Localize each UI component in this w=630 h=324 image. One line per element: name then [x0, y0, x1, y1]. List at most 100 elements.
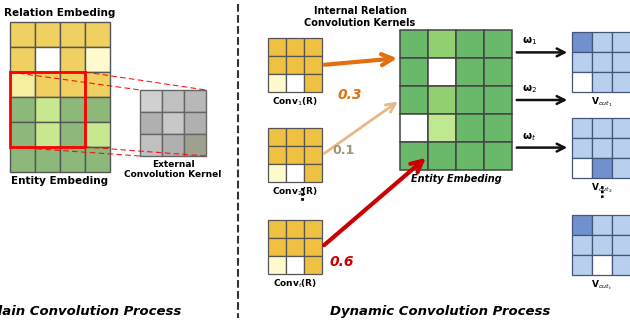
Bar [268, 146, 286, 164]
Bar [484, 114, 512, 142]
Bar [592, 32, 612, 52]
Text: V$_{out_2}$: V$_{out_2}$ [591, 181, 613, 194]
Bar [286, 38, 304, 56]
Bar [268, 74, 286, 92]
Bar [612, 215, 630, 235]
Bar [304, 164, 322, 182]
Bar [10, 122, 35, 147]
Bar [10, 97, 35, 122]
Bar [484, 142, 512, 170]
Bar [60, 72, 85, 97]
Bar [140, 112, 162, 134]
Bar [268, 256, 286, 274]
Bar [612, 138, 630, 158]
Bar [592, 52, 612, 72]
Text: Conv$_2$(R): Conv$_2$(R) [272, 185, 318, 198]
Bar [612, 118, 630, 138]
Bar [10, 47, 35, 72]
Text: Dynamic Convolution Process: Dynamic Convolution Process [330, 305, 550, 318]
Bar [592, 215, 612, 235]
Bar [85, 122, 110, 147]
Bar [428, 142, 456, 170]
Text: V$_{out_1}$: V$_{out_1}$ [591, 95, 613, 109]
Bar [612, 52, 630, 72]
Bar [60, 147, 85, 172]
Bar [304, 220, 322, 238]
Text: Conv$_t$(R): Conv$_t$(R) [273, 277, 317, 290]
Bar [456, 58, 484, 86]
Bar [456, 114, 484, 142]
Bar [592, 138, 612, 158]
Bar [428, 58, 456, 86]
Bar [162, 90, 184, 112]
Bar [592, 158, 612, 178]
Bar [572, 235, 592, 255]
Bar [572, 52, 592, 72]
Text: V$_{out_t}$: V$_{out_t}$ [592, 278, 612, 292]
Bar [400, 114, 428, 142]
Bar [60, 97, 85, 122]
Bar [10, 147, 35, 172]
Text: Plain Convolution Process: Plain Convolution Process [0, 305, 181, 318]
Bar [484, 86, 512, 114]
Bar [456, 86, 484, 114]
Bar [456, 30, 484, 58]
Bar [286, 56, 304, 74]
Bar [400, 86, 428, 114]
Bar [286, 256, 304, 274]
Bar [35, 72, 60, 97]
Bar [572, 138, 592, 158]
Bar [286, 146, 304, 164]
Bar [60, 47, 85, 72]
Bar [572, 255, 592, 275]
Text: Relation Embeding: Relation Embeding [4, 8, 116, 18]
Bar [428, 114, 456, 142]
Bar [572, 72, 592, 92]
Bar [592, 235, 612, 255]
Bar [85, 22, 110, 47]
Bar [286, 74, 304, 92]
Bar [35, 122, 60, 147]
Bar [428, 86, 456, 114]
Text: 0.3: 0.3 [337, 88, 362, 102]
Bar [140, 90, 162, 112]
Bar [162, 134, 184, 156]
Bar [612, 72, 630, 92]
Text: ω$_2$: ω$_2$ [522, 83, 537, 95]
Bar [304, 238, 322, 256]
Bar [184, 134, 206, 156]
Text: Conv$_1$(R): Conv$_1$(R) [272, 95, 318, 108]
Bar [35, 97, 60, 122]
Bar [60, 122, 85, 147]
Bar [304, 256, 322, 274]
Bar [85, 147, 110, 172]
Bar [484, 58, 512, 86]
Bar [268, 220, 286, 238]
Bar [304, 74, 322, 92]
Bar [304, 128, 322, 146]
Bar [10, 72, 35, 97]
Bar [184, 112, 206, 134]
Bar [268, 56, 286, 74]
Bar [612, 32, 630, 52]
Bar [572, 32, 592, 52]
Bar [10, 22, 35, 47]
Bar [286, 128, 304, 146]
Bar [162, 112, 184, 134]
Text: Entity Embeding: Entity Embeding [11, 176, 108, 186]
Text: 0.1: 0.1 [332, 145, 354, 157]
Bar [304, 56, 322, 74]
Bar [268, 128, 286, 146]
Text: ⋯: ⋯ [595, 183, 609, 197]
Bar [400, 142, 428, 170]
Bar [592, 72, 612, 92]
Bar [184, 90, 206, 112]
Bar [268, 238, 286, 256]
Text: ω$_1$: ω$_1$ [522, 36, 537, 47]
Bar [484, 30, 512, 58]
Bar [612, 255, 630, 275]
Bar [592, 118, 612, 138]
Bar [572, 118, 592, 138]
Bar [35, 22, 60, 47]
Bar [35, 47, 60, 72]
